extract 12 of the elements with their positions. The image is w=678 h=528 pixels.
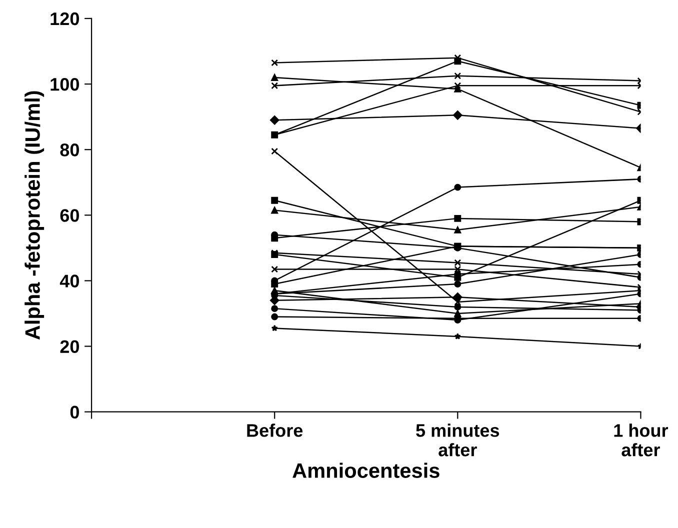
y-tick-label: 40 <box>60 274 79 288</box>
y-tick-label: 20 <box>60 340 79 353</box>
x-axis-title: Amniocentesis <box>292 462 440 478</box>
y-tick-label: 0 <box>70 406 79 419</box>
x-tick-label: 5 minutes after <box>416 424 500 456</box>
x-tick-label: Before <box>247 424 303 437</box>
y-tick-label: 120 <box>50 12 79 26</box>
y-tick-label: 60 <box>60 209 79 222</box>
y-axis-title: Alpha -fetoprotein (IU/ml) <box>24 91 44 340</box>
y-tick-label: 80 <box>60 144 79 156</box>
y-tick-label: 100 <box>50 78 79 91</box>
x-tick-label: 1 hour after <box>614 424 668 456</box>
